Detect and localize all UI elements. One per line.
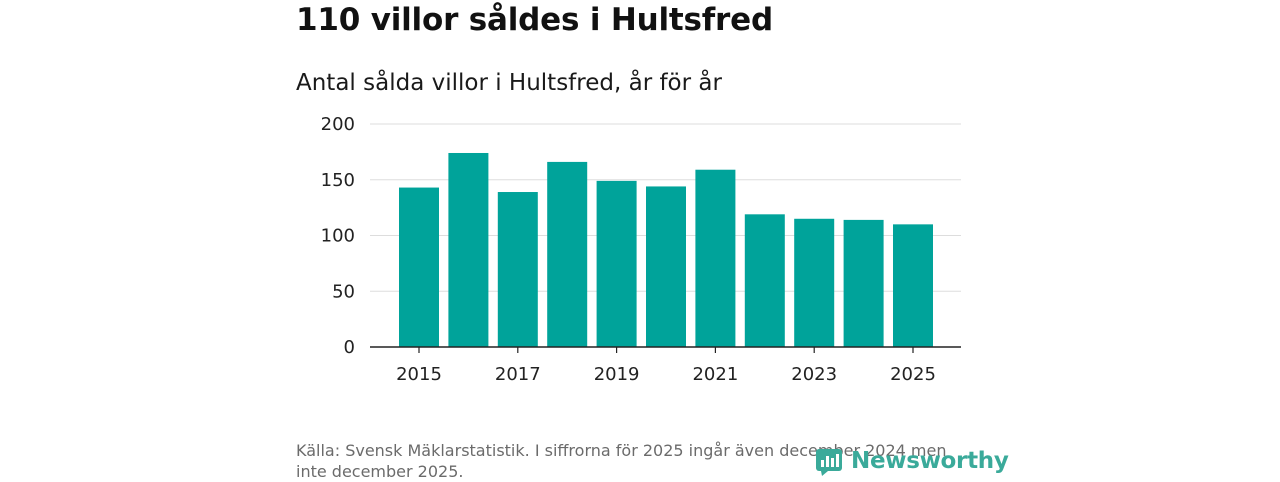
bar-2016 <box>448 152 489 347</box>
x-tick-label: 2019 <box>594 364 640 385</box>
x-tick-label: 2025 <box>890 364 936 385</box>
y-tick-label: 150 <box>321 170 355 191</box>
y-tick-label: 100 <box>321 226 355 247</box>
bar-2023 <box>794 218 835 347</box>
bar-2025 <box>893 224 933 347</box>
newsworthy-logo: Newsworthy <box>815 444 1009 478</box>
logo-text: Newsworthy <box>851 448 1009 474</box>
y-tick-label: 0 <box>344 337 355 358</box>
bar-2020 <box>646 186 686 347</box>
x-tick-label: 2023 <box>791 364 837 385</box>
y-tick-label: 50 <box>332 281 355 302</box>
headline: 110 villor såldes i Hultsfred <box>296 2 773 38</box>
y-tick-label: 200 <box>321 114 355 135</box>
x-tick-label: 2021 <box>692 364 738 385</box>
bar-2018 <box>547 161 588 347</box>
chart-title: Antal sålda villor i Hultsfred, år för å… <box>296 70 722 96</box>
bar-2015 <box>399 187 439 347</box>
bar-2024 <box>843 219 884 347</box>
source-note: Källa: Svensk Mäklarstatistik. I siffror… <box>296 441 947 481</box>
x-tick-label: 2017 <box>495 364 541 385</box>
newsworthy-logo-icon <box>816 449 842 476</box>
bar-2021 <box>695 169 736 347</box>
bar-2019 <box>596 180 637 347</box>
bar-2022 <box>744 214 785 347</box>
bar-2017 <box>497 192 538 347</box>
x-tick-label: 2015 <box>396 364 442 385</box>
